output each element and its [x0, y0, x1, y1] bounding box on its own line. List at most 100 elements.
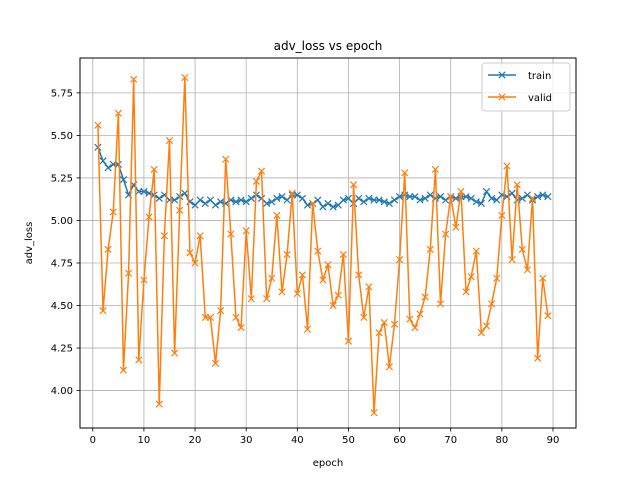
data-point-train-stroke [477, 199, 486, 208]
data-point-train-stroke [278, 193, 286, 201]
plot-frame [79, 57, 577, 429]
data-point-valid-stroke [488, 300, 496, 308]
data-point-train-stroke [534, 193, 542, 201]
data-point-train-stroke [360, 198, 368, 206]
data-point-train-stroke [232, 198, 240, 206]
data-point-valid-stroke [211, 359, 220, 367]
data-point-valid-stroke [216, 306, 225, 315]
data-point-valid-stroke [426, 245, 434, 254]
data-point-valid-stroke [283, 250, 291, 259]
data-point-train-stroke [170, 196, 179, 204]
data-point-valid [181, 73, 189, 82]
data-point-valid-stroke [467, 272, 475, 281]
data-point-valid-stroke [257, 167, 266, 175]
data-point-valid [124, 269, 133, 277]
data-point-valid [99, 306, 107, 315]
data-point-train [319, 203, 327, 211]
data-point-valid [447, 193, 455, 201]
data-point-valid [278, 288, 286, 296]
data-point-valid-stroke [170, 349, 179, 357]
data-point-valid [421, 293, 429, 301]
data-point-train [268, 198, 276, 206]
data-point-train-stroke [452, 194, 460, 202]
data-point-train [324, 199, 332, 208]
data-point-valid [130, 75, 138, 83]
data-point-train [488, 194, 496, 202]
data-point-valid [513, 181, 521, 189]
chart-title: adv_loss vs epoch [274, 39, 383, 53]
data-point-train-stroke [257, 194, 266, 202]
data-point-train [436, 193, 445, 201]
x-tick-label: 0 [90, 435, 96, 446]
y-axis: 4.00 4.25 4.50 4.75 5.00 5.25 5.50 5.75 [51, 88, 80, 397]
data-point-valid [150, 165, 158, 174]
data-point-train-stroke [247, 194, 255, 202]
data-point-valid-stroke [385, 363, 393, 371]
data-point-valid [477, 329, 486, 337]
data-point-train [365, 194, 373, 202]
data-point-valid-stroke [237, 324, 245, 332]
data-point-train-stroke [375, 196, 383, 204]
data-point-train-stroke [488, 194, 496, 202]
legend: train valid [481, 62, 571, 112]
data-point-valid [344, 337, 353, 345]
data-point-train [278, 193, 286, 201]
data-point-valid [411, 324, 419, 332]
data-point-valid [472, 247, 480, 255]
data-point-valid [268, 274, 276, 282]
data-point-train [452, 194, 460, 202]
data-point-valid [283, 250, 291, 259]
data-point-train [355, 194, 363, 202]
data-point-train-stroke [201, 199, 209, 208]
data-point-valid [247, 295, 255, 303]
data-point-valid [186, 249, 194, 257]
data-point-valid [395, 255, 404, 264]
data-point-train-stroke [211, 201, 220, 209]
data-point-train-stroke [155, 194, 163, 202]
data-point-valid-stroke [416, 310, 424, 318]
data-point-valid [467, 272, 475, 281]
data-point-valid-stroke [472, 247, 480, 255]
x-axis: 0 10 20 30 40 50 60 70 80 90 [90, 428, 559, 446]
data-point-valid-stroke [303, 325, 312, 333]
data-point-train-stroke [196, 196, 204, 204]
data-point-train [467, 194, 475, 202]
data-point-train [196, 196, 204, 204]
grid-layer [80, 58, 576, 428]
data-point-train-stroke [216, 198, 225, 206]
data-point-train-stroke [99, 157, 107, 165]
data-point-valid-stroke [334, 291, 342, 299]
data-point-train [482, 187, 491, 196]
data-point-valid-stroke [319, 276, 327, 284]
data-point-train [472, 198, 480, 206]
data-point-train [216, 198, 225, 206]
data-point-valid-stroke [150, 165, 158, 174]
data-point-valid [170, 349, 179, 357]
data-point-valid-stroke [104, 245, 112, 254]
x-axis-label: epoch [313, 458, 343, 469]
data-point-valid-stroke [130, 75, 138, 83]
data-point-train [411, 193, 419, 201]
data-point-valid-stroke [528, 194, 537, 202]
legend-marker-stroke [498, 71, 506, 79]
data-point-train-stroke [482, 187, 491, 196]
data-point-valid-stroke [247, 295, 255, 303]
y-tick-label: 4.50 [51, 301, 73, 312]
data-point-valid-stroke [278, 288, 286, 296]
data-point-valid-stroke [544, 312, 552, 320]
data-point-valid [452, 223, 460, 231]
data-point-valid [518, 245, 526, 254]
data-point-valid-stroke [421, 293, 429, 301]
data-point-train [273, 194, 281, 202]
data-point-train [329, 203, 337, 211]
data-point-train [477, 199, 486, 208]
data-point-valid [160, 232, 168, 240]
data-point-train-stroke [380, 198, 388, 206]
legend-entry-valid: valid [488, 93, 552, 104]
data-point-valid-stroke [462, 288, 470, 296]
data-point-train-stroke [544, 193, 552, 201]
data-point-valid-stroke [365, 283, 373, 291]
data-point-valid [508, 255, 516, 264]
data-point-valid-stroke [222, 155, 230, 163]
data-point-valid [498, 211, 506, 219]
